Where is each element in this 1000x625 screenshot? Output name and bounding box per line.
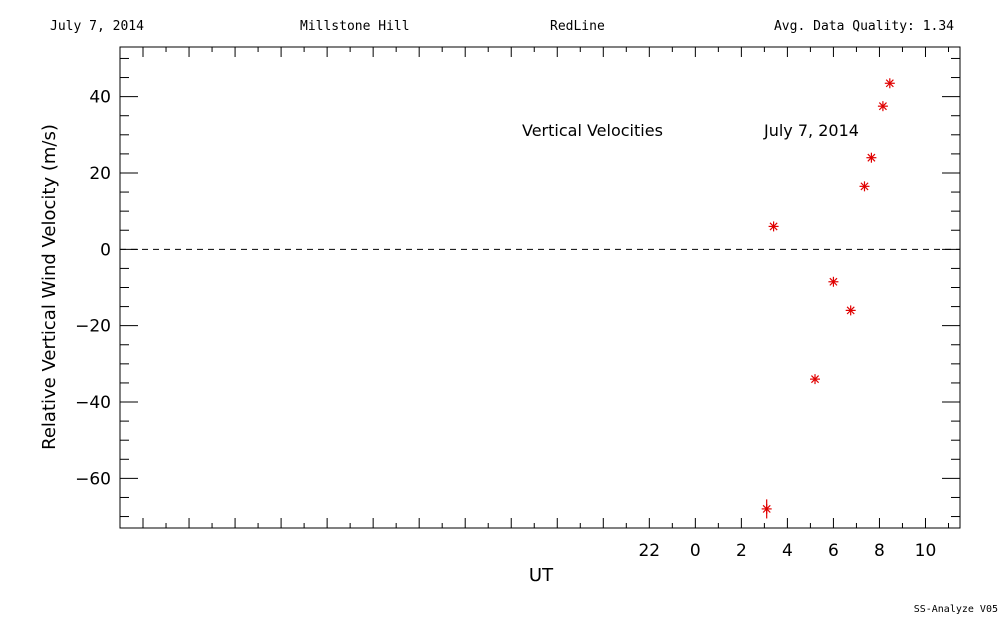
header: July 7, 2014 Millstone Hill RedLine Avg.… xyxy=(50,19,954,34)
y-tick-label: 40 xyxy=(89,88,111,108)
annotation-date: July 7, 2014 xyxy=(763,121,859,140)
data-point xyxy=(810,374,820,384)
footer-software: SS-Analyze V05 xyxy=(914,604,998,615)
annotation-title: Vertical Velocities xyxy=(522,121,663,140)
y-tick-label: 0 xyxy=(100,240,111,260)
x-axis-ticks xyxy=(120,47,948,528)
y-tick-label: −20 xyxy=(75,317,111,337)
y-tick-label: −40 xyxy=(75,393,111,413)
data-point xyxy=(762,499,772,518)
y-axis-title: Relative Vertical Wind Velocity (m/s) xyxy=(39,124,60,450)
data-point xyxy=(866,153,876,163)
x-tick-label: 22 xyxy=(638,541,660,561)
plot-frame xyxy=(120,47,960,528)
data-point xyxy=(828,277,838,287)
x-tick-label: 0 xyxy=(690,541,701,561)
header-site: Millstone Hill xyxy=(300,19,410,34)
data-point xyxy=(769,221,779,231)
y-tick-label: −60 xyxy=(75,469,111,489)
header-instrument: RedLine xyxy=(550,19,605,34)
data-point xyxy=(846,305,856,315)
x-tick-label: 10 xyxy=(915,541,937,561)
x-tick-label: 2 xyxy=(736,541,747,561)
data-point xyxy=(878,101,888,111)
data-point xyxy=(885,78,895,88)
x-axis-tick-labels: 22 0 2 4 6 8 10 xyxy=(638,541,936,561)
data-points xyxy=(762,78,895,518)
y-axis-tick-labels: −60 −40 −20 0 20 40 xyxy=(75,88,111,490)
x-tick-label: 6 xyxy=(828,541,839,561)
y-tick-label: 20 xyxy=(89,164,111,184)
data-point xyxy=(859,181,869,191)
x-tick-label: 8 xyxy=(874,541,885,561)
header-date: July 7, 2014 xyxy=(50,19,144,34)
x-tick-label: 4 xyxy=(782,541,793,561)
header-quality: Avg. Data Quality: 1.34 xyxy=(774,19,954,34)
x-axis-title: UT xyxy=(529,565,554,586)
